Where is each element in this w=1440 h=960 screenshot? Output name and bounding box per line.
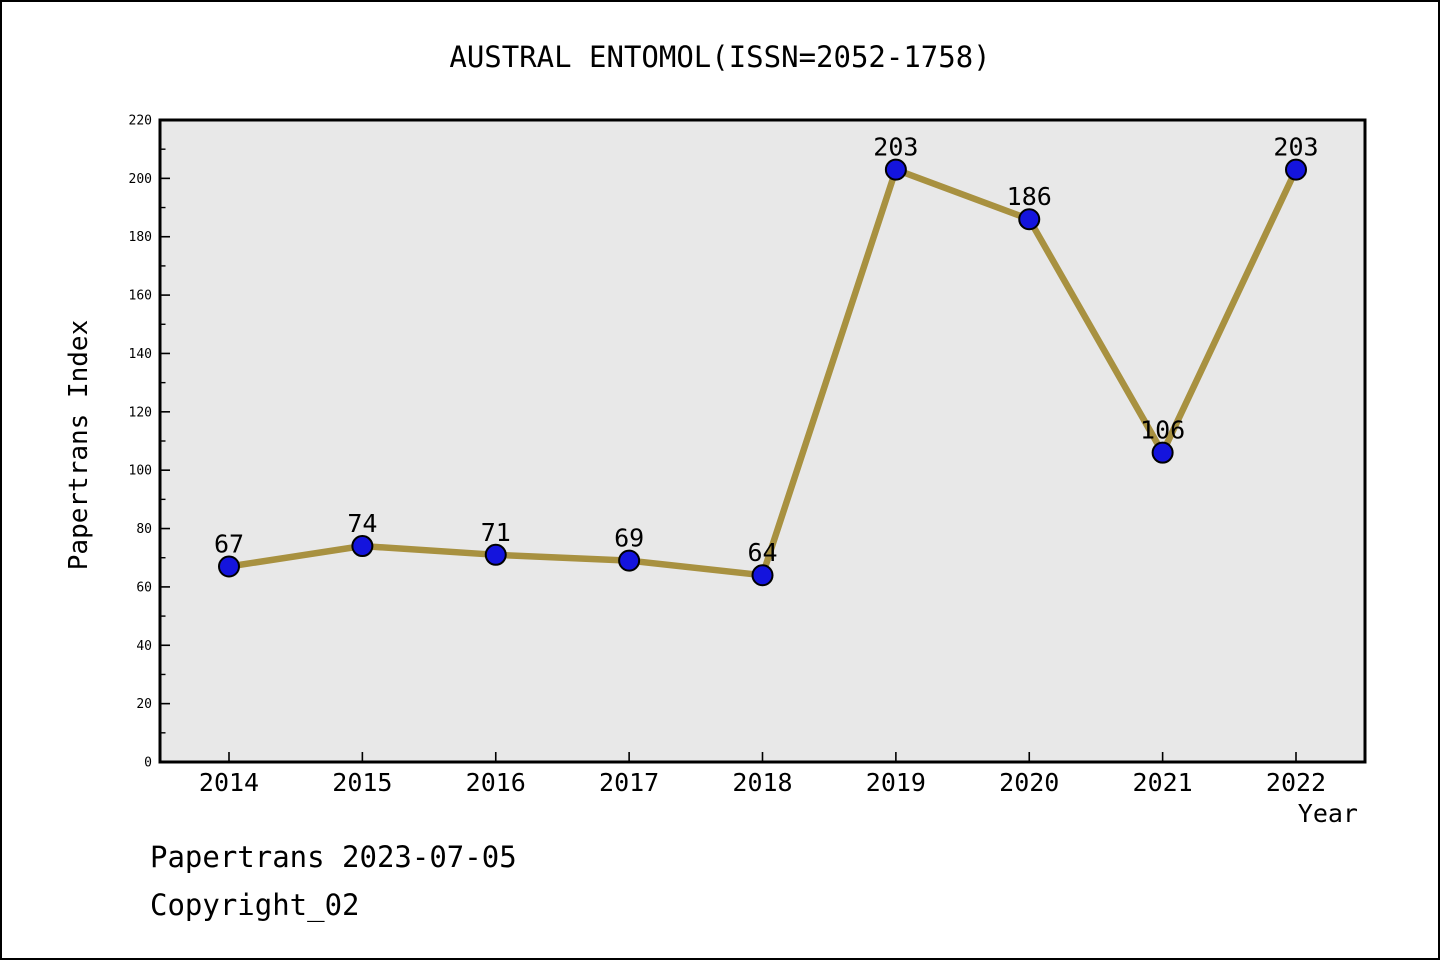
y-tick-label: 0 — [144, 756, 152, 771]
y-tick-label: 200 — [129, 172, 152, 187]
y-tick-label: 180 — [129, 230, 152, 245]
x-tick-label: 2015 — [332, 768, 392, 797]
x-tick-label: 2016 — [466, 768, 526, 797]
x-tick-label: 2019 — [866, 768, 926, 797]
x-tick-label: 2014 — [199, 768, 259, 797]
y-tick-label: 120 — [129, 405, 152, 420]
y-tick-label: 80 — [136, 522, 152, 537]
footer-copyright: Copyright_02 — [150, 888, 360, 922]
point-label: 69 — [614, 524, 644, 553]
point-label: 64 — [747, 538, 777, 567]
y-tick-label: 220 — [129, 114, 152, 129]
point-label: 106 — [1140, 416, 1185, 445]
x-tick-label: 2021 — [1133, 768, 1193, 797]
y-tick-label: 40 — [136, 639, 152, 654]
point-label: 71 — [481, 518, 511, 547]
data-point — [618, 549, 641, 572]
chart-title: AUSTRAL ENTOMOL(ISSN=2052-1758) — [449, 40, 991, 74]
y-tick-label: 160 — [129, 289, 152, 304]
point-label: 203 — [873, 133, 918, 162]
axes-frame — [158, 118, 1367, 764]
point-label: 67 — [214, 529, 244, 558]
x-tick-label: 2020 — [999, 768, 1059, 797]
y-tick-label: 60 — [136, 580, 152, 595]
x-axis-title: Year — [1297, 799, 1358, 828]
plot-background — [160, 120, 1365, 762]
x-tick-label: 2022 — [1266, 768, 1326, 797]
y-tick-label: 140 — [129, 347, 152, 362]
x-tick-label: 2018 — [732, 768, 792, 797]
data-point — [218, 555, 240, 578]
x-tick-label: 2017 — [599, 768, 659, 797]
point-label: 186 — [1007, 182, 1052, 211]
y-axis-title: Papertrans Index — [64, 319, 94, 571]
data-point — [751, 564, 774, 587]
data-point — [1018, 208, 1041, 231]
data-point — [1151, 441, 1174, 464]
footer-date: Papertrans 2023-07-05 — [150, 840, 517, 874]
y-tick-label: 100 — [129, 464, 152, 479]
data-point — [884, 158, 907, 181]
data-point — [484, 543, 507, 566]
data-point — [1285, 158, 1307, 181]
y-tick-label: 20 — [136, 697, 152, 712]
data-point — [351, 535, 374, 558]
point-label: 74 — [347, 509, 377, 538]
point-label: 203 — [1273, 133, 1318, 162]
